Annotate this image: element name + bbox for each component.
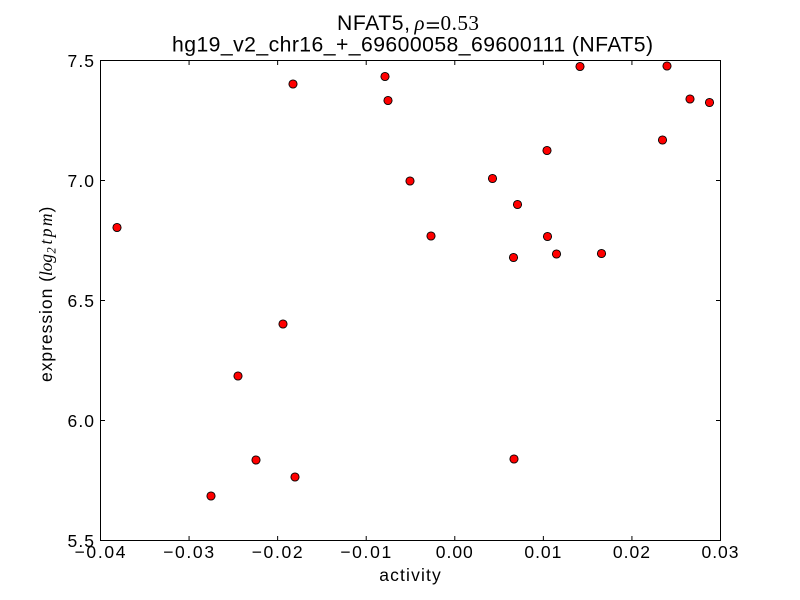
svg-text:6.0: 6.0	[68, 411, 95, 431]
svg-text:0.53: 0.53	[441, 11, 480, 35]
svg-text:0.03: 0.03	[702, 542, 739, 562]
svg-text:tpm: tpm	[36, 214, 56, 245]
svg-text:NFAT5,: NFAT5,	[337, 12, 410, 35]
svg-text:2: 2	[45, 247, 59, 253]
svg-text:activity: activity	[379, 565, 441, 585]
svg-text:−0.01: −0.01	[340, 542, 391, 562]
svg-text:hg19_v2_chr16_+_69600058_69600: hg19_v2_chr16_+_69600058_69600111 (NFAT5…	[172, 34, 653, 57]
svg-text:expression (: expression (	[36, 276, 56, 382]
svg-text:0.02: 0.02	[613, 542, 650, 562]
svg-text:7.5: 7.5	[68, 51, 95, 71]
svg-text:): )	[36, 207, 56, 213]
svg-text:0.00: 0.00	[436, 542, 473, 562]
svg-text:−0.04: −0.04	[75, 542, 126, 562]
svg-text:ρ: ρ	[414, 11, 425, 35]
svg-text:6.5: 6.5	[68, 291, 95, 311]
svg-text:−0.03: −0.03	[163, 542, 214, 562]
svg-text:log: log	[36, 254, 56, 276]
svg-text:5.5: 5.5	[68, 531, 95, 551]
svg-text:−0.02: −0.02	[252, 542, 303, 562]
svg-text:7.0: 7.0	[68, 171, 95, 191]
svg-text:0.01: 0.01	[524, 542, 561, 562]
